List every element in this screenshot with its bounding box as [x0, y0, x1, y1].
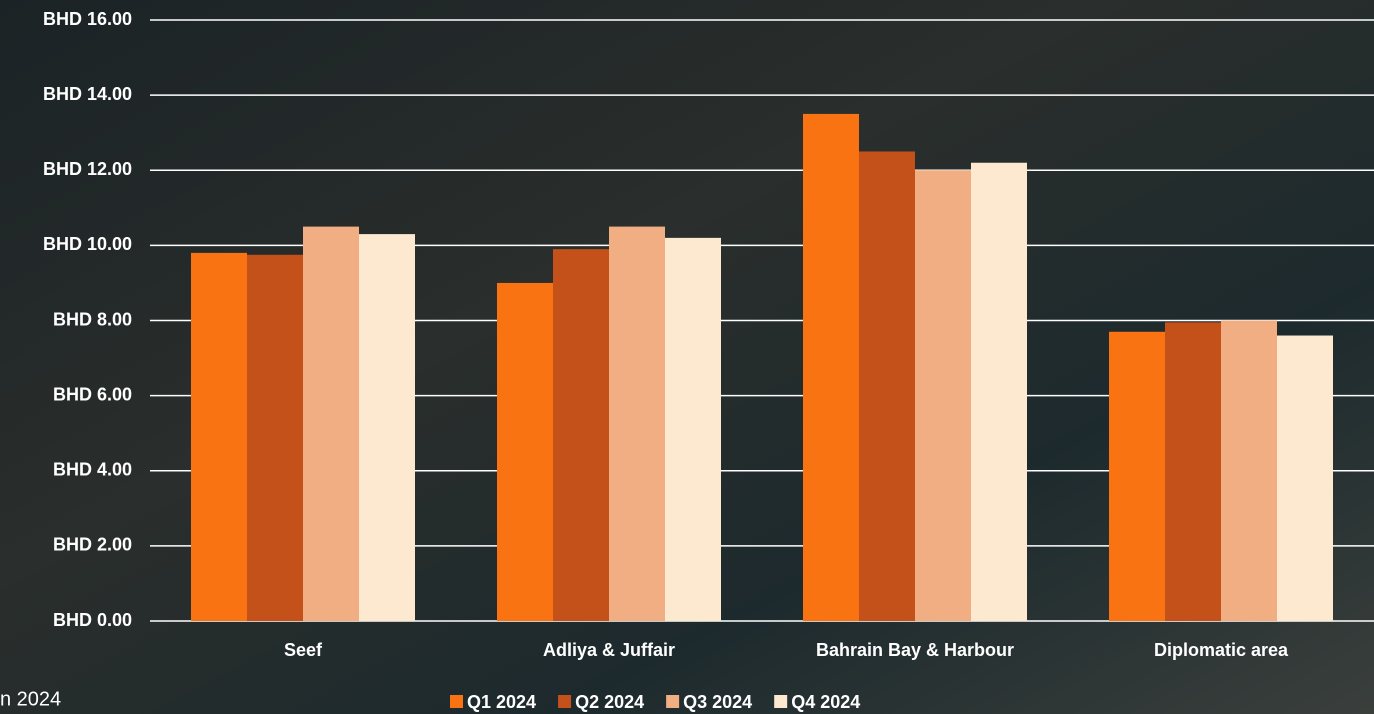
bar	[553, 249, 609, 621]
bar	[803, 114, 859, 621]
bar	[1221, 321, 1277, 622]
y-tick-label: BHD 10.00	[43, 234, 132, 254]
legend-swatch	[666, 695, 679, 708]
bar	[1165, 322, 1221, 621]
y-tick-label: BHD 2.00	[53, 535, 132, 555]
x-tick-label: Bahrain Bay & Harbour	[816, 640, 1014, 660]
legend-swatch	[558, 695, 571, 708]
legend-label: Q1 2024	[467, 692, 536, 712]
chart: n 2024 BHD 0.00 BHD 2.00 BHD 4.00 BHD 6.00 B…	[0, 0, 1374, 714]
annotation: n 2024	[0, 688, 61, 710]
bar	[971, 163, 1027, 621]
bar	[247, 255, 303, 621]
bar	[665, 238, 721, 621]
x-tick-label: Diplomatic area	[1154, 640, 1289, 660]
bar	[191, 253, 247, 621]
bar	[303, 227, 359, 621]
bar	[1277, 336, 1333, 621]
legend-label: Q3 2024	[683, 692, 752, 712]
legend-swatch	[774, 695, 787, 708]
legend-label: Q2 2024	[575, 692, 644, 712]
y-tick-label: BHD 16.00	[43, 9, 132, 29]
x-tick-label: Seef	[284, 640, 323, 660]
legend-swatch	[450, 695, 463, 708]
bar	[1109, 332, 1165, 621]
x-tick-label: Adliya & Juffair	[543, 640, 675, 660]
y-tick-label: BHD 4.00	[53, 460, 132, 480]
y-tick-label: BHD 12.00	[43, 159, 132, 179]
bar	[497, 283, 553, 621]
y-tick-label: BHD 14.00	[43, 84, 132, 104]
legend-label: Q4 2024	[791, 692, 860, 712]
bar	[609, 227, 665, 621]
bar	[859, 151, 915, 621]
y-tick-label: BHD 0.00	[53, 610, 132, 630]
bar	[915, 170, 971, 621]
bar	[359, 234, 415, 621]
y-tick-label: BHD 6.00	[53, 384, 132, 404]
y-tick-label: BHD 8.00	[53, 309, 132, 329]
